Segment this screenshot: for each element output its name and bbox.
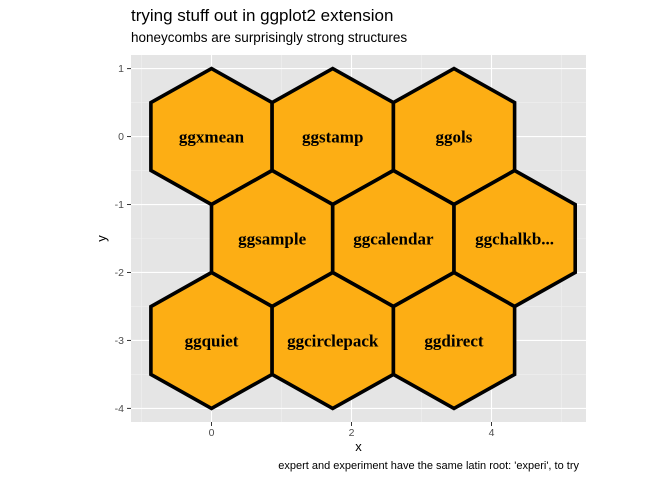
chart-title: trying stuff out in ggplot2 extension [131,6,394,25]
hexagon-label: ggols [436,128,473,147]
x-axis-title: x [355,439,362,454]
hexagon-label: ggquiet [185,331,239,350]
x-axis: 0 2 4 [209,422,495,439]
chart-subtitle: honeycombs are surprisingly strong struc… [131,30,408,45]
hexagon-labels: ggxmean ggstamp ggols ggsample ggcalendar ggc… [179,128,554,351]
hexagon-label: ggsample [238,230,306,249]
y-axis-title: y [94,235,109,242]
hexagon-label: ggstamp [302,128,363,147]
hexagon-label: ggcirclepack [287,331,379,350]
hexagon-label: ggdirect [424,331,484,350]
y-tick-label: -3 [115,335,124,347]
hexagon-label: ggcalendar [353,230,434,249]
y-tick-label: -4 [115,403,124,415]
chart-caption: expert and experiment have the same lati… [278,460,579,472]
hexagon [391,270,517,411]
x-tick-label: 0 [209,427,215,439]
hexagon-label: ggxmean [179,128,245,147]
y-tick-label: 1 [118,63,124,75]
y-axis: 1 0 -1 -2 -3 -4 [115,63,131,415]
x-tick-label: 2 [349,427,355,439]
hexagon-label: ggchalkb... [475,230,554,249]
y-tick-label: 0 [118,131,124,143]
y-tick-label: -2 [115,267,124,279]
y-tick-label: -1 [115,199,124,211]
x-tick-label: 4 [489,427,495,439]
hexagons [149,66,578,411]
